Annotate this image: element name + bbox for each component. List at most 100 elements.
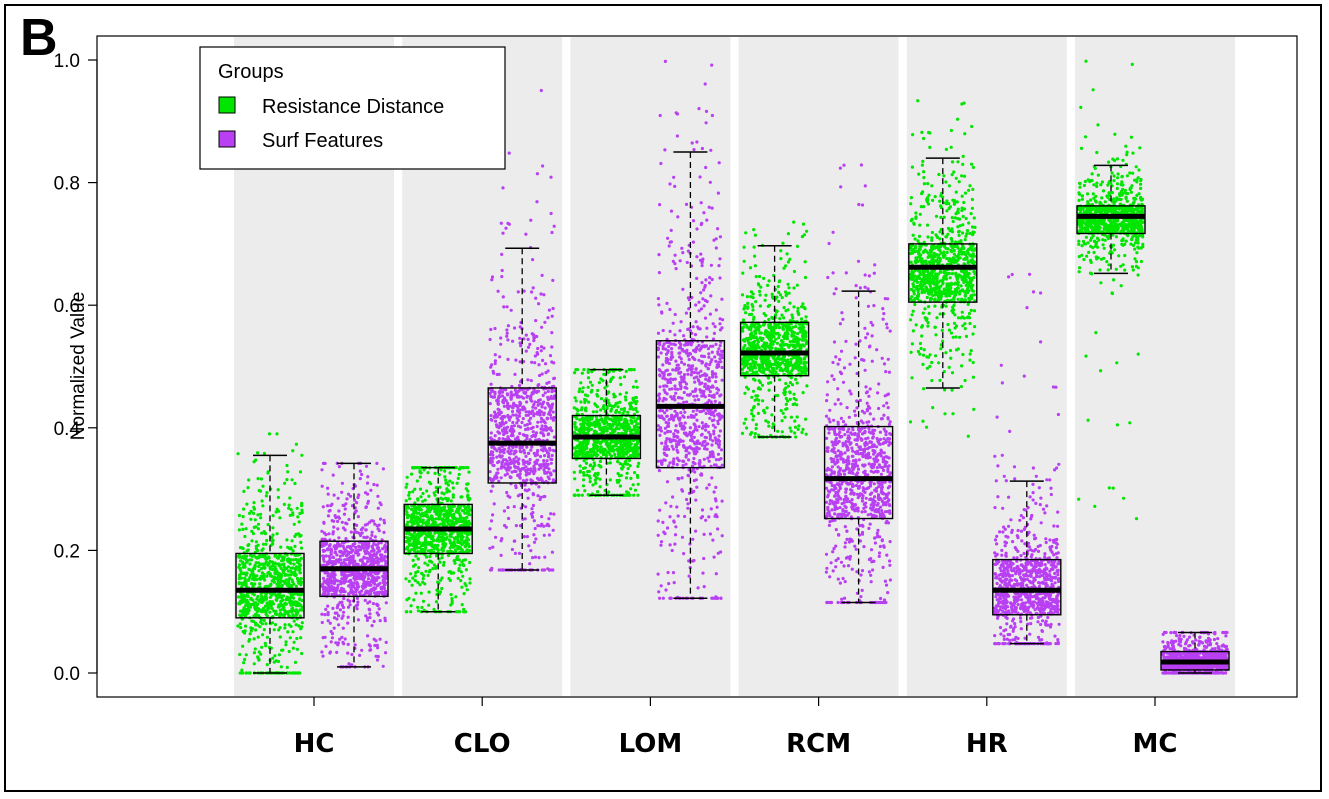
data-point: [254, 540, 258, 544]
data-point: [331, 532, 335, 536]
data-point: [326, 492, 330, 496]
jitter-points: [236, 59, 1229, 675]
data-point: [519, 450, 523, 454]
data-point: [513, 551, 518, 556]
data-point: [424, 545, 428, 550]
data-point: [542, 462, 546, 466]
data-point: [452, 521, 457, 525]
data-point: [247, 578, 251, 582]
data-point: [416, 570, 420, 574]
data-point: [261, 599, 265, 603]
data-point: [291, 558, 295, 562]
data-point: [276, 495, 280, 499]
data-point: [634, 379, 638, 383]
data-point: [277, 509, 281, 513]
data-point: [657, 399, 661, 403]
data-point: [269, 604, 273, 608]
data-point: [366, 601, 370, 605]
data-point: [573, 371, 577, 375]
data-point: [544, 362, 548, 366]
data-point: [336, 579, 340, 583]
data-point: [454, 595, 458, 599]
data-point: [612, 448, 616, 452]
data-point: [340, 490, 344, 494]
data-point: [384, 651, 388, 655]
data-point: [535, 172, 540, 176]
data-point: [426, 573, 430, 578]
data-point: [578, 448, 582, 452]
data-point: [515, 409, 520, 413]
data-point: [577, 443, 582, 447]
data-point: [438, 539, 442, 543]
data-point: [433, 506, 437, 510]
data-point: [371, 602, 375, 606]
data-point: [256, 527, 260, 531]
data-point: [467, 545, 471, 549]
data-point: [494, 535, 498, 539]
data-point: [686, 506, 690, 510]
data-point: [424, 513, 428, 517]
data-point: [346, 574, 350, 578]
data-point: [416, 557, 420, 561]
data-point: [524, 349, 528, 353]
data-point: [329, 547, 333, 551]
data-point: [349, 494, 353, 498]
data-point: [668, 240, 672, 244]
data-point: [609, 409, 613, 413]
data-point: [256, 656, 260, 660]
data-point: [276, 605, 280, 609]
data-point: [612, 395, 616, 399]
data-point: [460, 509, 465, 513]
data-point: [505, 331, 509, 335]
data-point: [700, 221, 704, 225]
data-point: [247, 567, 251, 571]
data-point: [323, 461, 327, 465]
data-point: [268, 595, 272, 600]
data-point: [448, 510, 452, 515]
data-point: [516, 435, 520, 439]
data-point: [337, 465, 341, 469]
data-point: [586, 368, 590, 372]
data-point: [462, 592, 466, 596]
data-point: [272, 578, 276, 582]
data-point: [419, 533, 423, 537]
data-point: [340, 635, 344, 640]
data-point: [501, 449, 505, 453]
data-point: [518, 469, 523, 473]
data-point: [372, 552, 377, 556]
data-point: [373, 582, 377, 586]
data-point: [506, 413, 510, 418]
data-point: [465, 536, 469, 540]
data-point: [372, 579, 376, 584]
data-point: [270, 593, 274, 597]
data-point: [256, 513, 260, 517]
data-point: [258, 608, 262, 612]
data-point: [321, 576, 326, 581]
data-point: [457, 567, 461, 571]
data-point: [702, 304, 706, 308]
data-point: [411, 576, 415, 580]
data-point: [531, 556, 535, 560]
data-point: [438, 509, 443, 513]
data-point: [460, 603, 464, 607]
data-point: [504, 525, 508, 529]
data-point: [436, 589, 440, 593]
data-point: [298, 593, 302, 597]
data-point: [455, 517, 459, 521]
data-point: [345, 549, 349, 553]
data-point: [418, 487, 423, 491]
data-point: [251, 532, 256, 536]
data-point: [495, 455, 499, 459]
data-point: [442, 512, 446, 517]
data-point: [489, 394, 493, 398]
data-point: [361, 526, 365, 530]
data-point: [528, 458, 532, 462]
data-point: [511, 413, 515, 417]
data-point: [577, 493, 581, 497]
data-point: [256, 451, 260, 455]
data-point: [353, 498, 357, 502]
data-point: [533, 361, 537, 365]
data-point: [363, 598, 367, 603]
data-point: [353, 510, 358, 514]
data-point: [437, 504, 441, 508]
